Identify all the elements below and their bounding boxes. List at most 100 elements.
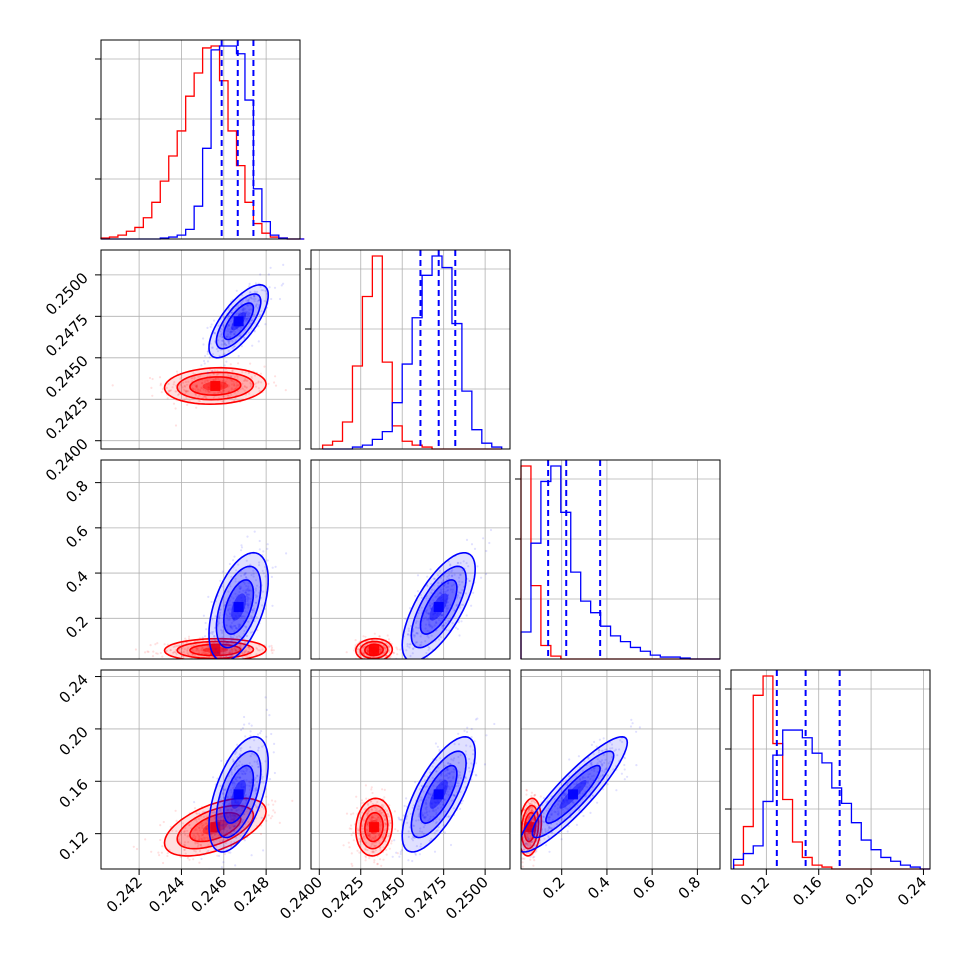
sample-point <box>373 632 376 635</box>
density-peak <box>233 789 244 800</box>
sample-point <box>233 647 236 650</box>
sample-point <box>378 833 381 837</box>
x-tick-label: 0.24 <box>894 873 930 909</box>
sample-point <box>409 812 412 816</box>
sample-point <box>227 384 230 387</box>
sample-point <box>408 643 411 646</box>
sample-point <box>442 824 445 827</box>
sample-point <box>226 830 229 833</box>
sample-point <box>251 646 254 649</box>
sample-point <box>241 803 244 806</box>
sample-point <box>573 783 576 786</box>
sample-point <box>375 818 378 821</box>
sample-point <box>241 821 244 824</box>
sample-point <box>464 750 467 753</box>
sample-point <box>388 847 391 850</box>
sample-point <box>160 391 163 394</box>
sample-point <box>244 626 247 629</box>
sample-point <box>366 649 369 653</box>
sample-point <box>217 373 220 376</box>
sample-point <box>516 851 518 853</box>
sample-point <box>259 313 262 316</box>
sample-point <box>582 782 586 785</box>
sample-point <box>367 834 370 837</box>
sample-point <box>443 764 446 767</box>
sample-point <box>268 714 271 717</box>
sample-point <box>369 800 372 803</box>
sample-point <box>410 665 412 667</box>
sample-point <box>263 807 266 811</box>
sample-point <box>162 820 165 824</box>
sample-point <box>227 851 230 854</box>
sample-point <box>521 822 525 826</box>
sample-point <box>236 611 239 614</box>
sample-point <box>383 788 386 792</box>
histogram-blue-1 <box>322 255 503 450</box>
sample-point <box>565 799 568 802</box>
sample-point <box>544 828 547 831</box>
sample-point <box>460 620 463 623</box>
sample-point <box>231 818 234 821</box>
sample-point <box>587 780 590 783</box>
sample-point <box>512 831 514 833</box>
sample-point <box>254 601 257 604</box>
sample-point <box>206 350 209 353</box>
sample-point <box>365 829 368 832</box>
sample-point <box>562 801 565 804</box>
sample-point <box>195 384 199 387</box>
sample-point <box>434 611 437 615</box>
sample-point <box>248 722 251 725</box>
sample-point <box>379 846 382 849</box>
sample-point <box>225 660 227 662</box>
sample-point <box>525 843 528 846</box>
sample-point <box>525 788 528 792</box>
sample-point <box>530 809 533 812</box>
sample-point <box>611 756 614 759</box>
sample-point <box>560 797 564 800</box>
sample-point <box>181 822 185 825</box>
contour-line <box>222 764 255 824</box>
sample-point <box>204 621 207 625</box>
sample-point <box>362 818 365 821</box>
sample-point <box>247 598 250 601</box>
sample-point <box>220 333 223 336</box>
sample-point <box>240 326 243 330</box>
sample-point <box>220 830 224 833</box>
sample-point <box>448 787 451 791</box>
sample-point <box>262 550 265 553</box>
sample-point <box>247 646 250 649</box>
sample-point <box>387 638 391 641</box>
sample-point <box>185 383 189 386</box>
sample-point <box>254 790 257 793</box>
sample-point <box>246 597 249 600</box>
sample-point <box>242 387 245 390</box>
sample-point <box>244 591 247 594</box>
sample-point <box>447 594 450 597</box>
sample-point <box>381 803 384 807</box>
sample-point <box>595 745 598 748</box>
sample-point <box>403 804 406 808</box>
sample-point <box>435 813 438 816</box>
sample-point <box>468 579 471 583</box>
sample-point <box>419 842 423 846</box>
sample-point <box>187 646 190 650</box>
sample-point <box>435 616 438 620</box>
y-tick-label: 0.2500 <box>42 269 92 319</box>
sample-point <box>432 808 435 811</box>
sample-point <box>534 813 538 817</box>
sample-point <box>221 840 224 843</box>
sample-point <box>111 384 114 387</box>
sample-point <box>459 790 462 794</box>
sample-point <box>238 334 241 337</box>
sample-point <box>273 381 276 384</box>
sample-point <box>440 783 444 786</box>
sample-point <box>258 649 261 652</box>
sample-point <box>370 850 373 853</box>
sample-point <box>536 805 539 809</box>
sample-point <box>429 802 432 805</box>
sample-point <box>584 782 587 785</box>
sample-point <box>273 811 276 814</box>
sample-point <box>198 394 201 397</box>
sample-point <box>366 829 369 832</box>
sample-point <box>371 660 373 662</box>
